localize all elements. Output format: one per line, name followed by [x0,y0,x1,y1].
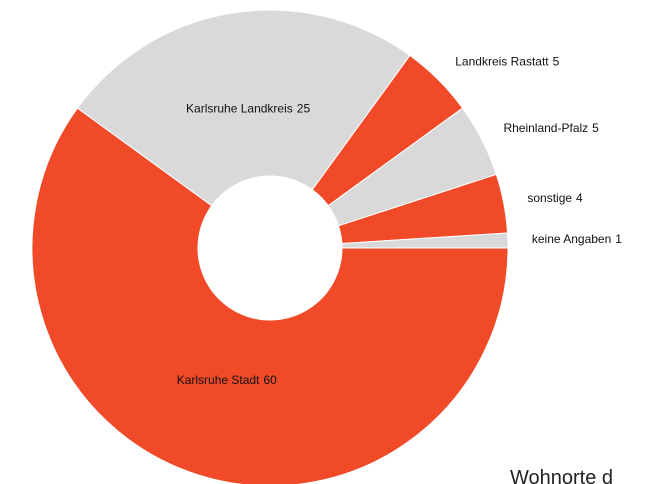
slice-label: keine Angaben 1 [532,232,622,246]
label-value: 5 [553,55,560,69]
label-category: keine Angaben [532,232,611,246]
slice-label: Karlsruhe Landkreis 25 [186,102,310,116]
slice [31,107,509,484]
slice [76,9,411,207]
label-category: Rheinland-Pfalz [503,121,588,135]
label-value: 1 [615,232,622,246]
label-value: 25 [297,102,311,116]
slice-label: Karlsruhe Stadt 60 [177,373,277,387]
chart-title: Wohnorte d [510,467,613,484]
label-value: 4 [576,191,583,205]
label-category: Karlsruhe Landkreis [186,102,293,116]
label-category: Karlsruhe Stadt [177,373,260,387]
slice-label: sonstige 4 [527,191,583,205]
label-category: Landkreis Rastatt [455,55,549,69]
slice-label: Landkreis Rastatt 5 [455,55,559,69]
label-category: sonstige [527,191,572,205]
slice-label: Rheinland-Pfalz 5 [503,121,599,135]
label-value: 60 [263,373,277,387]
label-value: 5 [592,121,599,135]
slice [341,232,509,249]
